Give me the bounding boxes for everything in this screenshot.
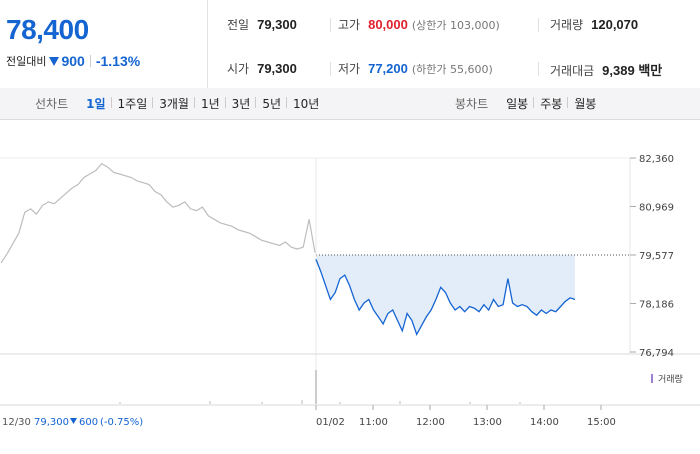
- tab-1day[interactable]: 1일: [86, 97, 106, 111]
- x-axis: 01/02 11:00 12:00 13:00 14:00 15:00: [315, 405, 616, 428]
- intraday-chart[interactable]: 거래량 82,360 80,969 79,577 78,186 76,794 01/02…: [0, 120, 700, 450]
- tab-3month[interactable]: 3개월: [152, 95, 195, 112]
- period-tabs-bar: 선차트 1일 1주일 3개월 1년 3년 5년 10년 봉차트 일봉 주봉 월봉: [0, 88, 700, 120]
- stat-label: 저가: [338, 62, 361, 76]
- prev-day-date: 12/30: [2, 417, 31, 428]
- tab-5year[interactable]: 5년: [255, 95, 287, 112]
- x-tick-label: 14:00: [530, 417, 559, 428]
- stat-value: 79,300: [257, 61, 297, 76]
- x-tick-label: 11:00: [359, 417, 388, 428]
- divider: [538, 18, 539, 32]
- down-triangle-icon: [49, 56, 60, 66]
- change-percent: -1.13%: [95, 53, 141, 69]
- y-tick-label: 82,360: [639, 154, 674, 165]
- volume-bars: [119, 370, 521, 404]
- current-price: 78,400: [6, 14, 89, 45]
- change-label: 전일대비: [6, 55, 47, 68]
- y-tick-label: 80,969: [639, 202, 674, 213]
- change-value: 900: [61, 53, 85, 69]
- series: [0, 158, 630, 405]
- line-chart-label: 선차트: [35, 97, 69, 111]
- candle-chart-label: 봉차트: [455, 97, 489, 111]
- down-triangle-icon: [70, 418, 77, 424]
- stat-amount: 거래대금 9,389 백만: [550, 60, 662, 79]
- x-tick-label: 15:00: [587, 417, 616, 428]
- line-chart-tabs: 선차트 1일 1주일 3개월 1년 3년 5년 10년: [35, 88, 325, 119]
- prev-day-close: 79,300: [34, 417, 69, 428]
- stat-value: 120,070: [591, 17, 639, 32]
- tab-1week[interactable]: 1주일: [110, 95, 154, 112]
- price-box: 78,400 전일대비 900 -1.13%: [0, 0, 208, 88]
- volume-legend: 거래량: [658, 373, 683, 385]
- stat-sub: (상한가 103,000): [411, 19, 500, 32]
- y-tick-label: 79,577: [639, 251, 674, 262]
- stat-open: 시가 79,300: [227, 60, 297, 77]
- stat-low: 저가 77,200 (하한가 55,600): [338, 60, 493, 77]
- volume-legend-icon: [651, 374, 653, 383]
- x-tick-label: 01/02: [316, 417, 345, 428]
- stat-label: 시가: [227, 62, 250, 76]
- tab-10year[interactable]: 10년: [286, 95, 325, 112]
- y-tick-label: 78,186: [639, 299, 674, 310]
- stat-value: 77,200: [368, 61, 408, 76]
- y-tick-label: 76,794: [639, 348, 674, 359]
- stat-prev-close: 전일 79,300: [227, 16, 297, 33]
- stat-label: 거래대금: [550, 64, 595, 78]
- stat-high: 고가 80,000 (상한가 103,000): [338, 16, 500, 33]
- prev-day-line: [0, 162, 316, 264]
- chart-canvas: 거래량 82,360 80,969 79,577 78,186 76,794 01/02…: [0, 154, 700, 428]
- tab-3year[interactable]: 3년: [224, 95, 257, 112]
- divider: [89, 55, 91, 67]
- divider: [330, 18, 331, 32]
- quote-summary: 78,400 전일대비 900 -1.13% 전일 79,300 고가 80,000 (상…: [0, 0, 700, 89]
- change-row: 전일대비 900 -1.13%: [6, 53, 140, 69]
- stat-volume: 거래량 120,070: [550, 16, 638, 33]
- stat-sub: (하한가 55,600): [411, 63, 493, 76]
- stat-value: 9,389 백만: [602, 63, 663, 78]
- stat-label: 고가: [338, 18, 361, 32]
- area-fill: [316, 255, 575, 335]
- divider: [330, 62, 331, 76]
- stat-value: 79,300: [257, 17, 297, 32]
- tab-weekly-candle[interactable]: 주봉: [533, 95, 568, 112]
- prev-day-change-pct: (-0.75%): [100, 417, 143, 428]
- divider: [538, 62, 539, 76]
- stat-label: 전일: [227, 18, 250, 32]
- y-axis: 82,360 80,969 79,577 78,186 76,794: [630, 154, 674, 359]
- stat-label: 거래량: [550, 18, 584, 32]
- stat-value: 80,000: [368, 17, 408, 32]
- stats-panel: 전일 79,300 고가 80,000 (상한가 103,000) 거래량 120,07…: [208, 0, 700, 88]
- x-tick-label: 13:00: [473, 417, 502, 428]
- tab-monthly-candle[interactable]: 월봉: [567, 95, 602, 112]
- x-tick-label: 12:00: [416, 417, 445, 428]
- tab-daily-candle[interactable]: 일봉: [506, 97, 529, 111]
- prev-day-change: 600: [79, 417, 98, 428]
- tab-1year[interactable]: 1년: [193, 95, 226, 112]
- candle-chart-tabs: 봉차트 일봉 주봉 월봉: [455, 88, 602, 119]
- today-line: [315, 259, 576, 336]
